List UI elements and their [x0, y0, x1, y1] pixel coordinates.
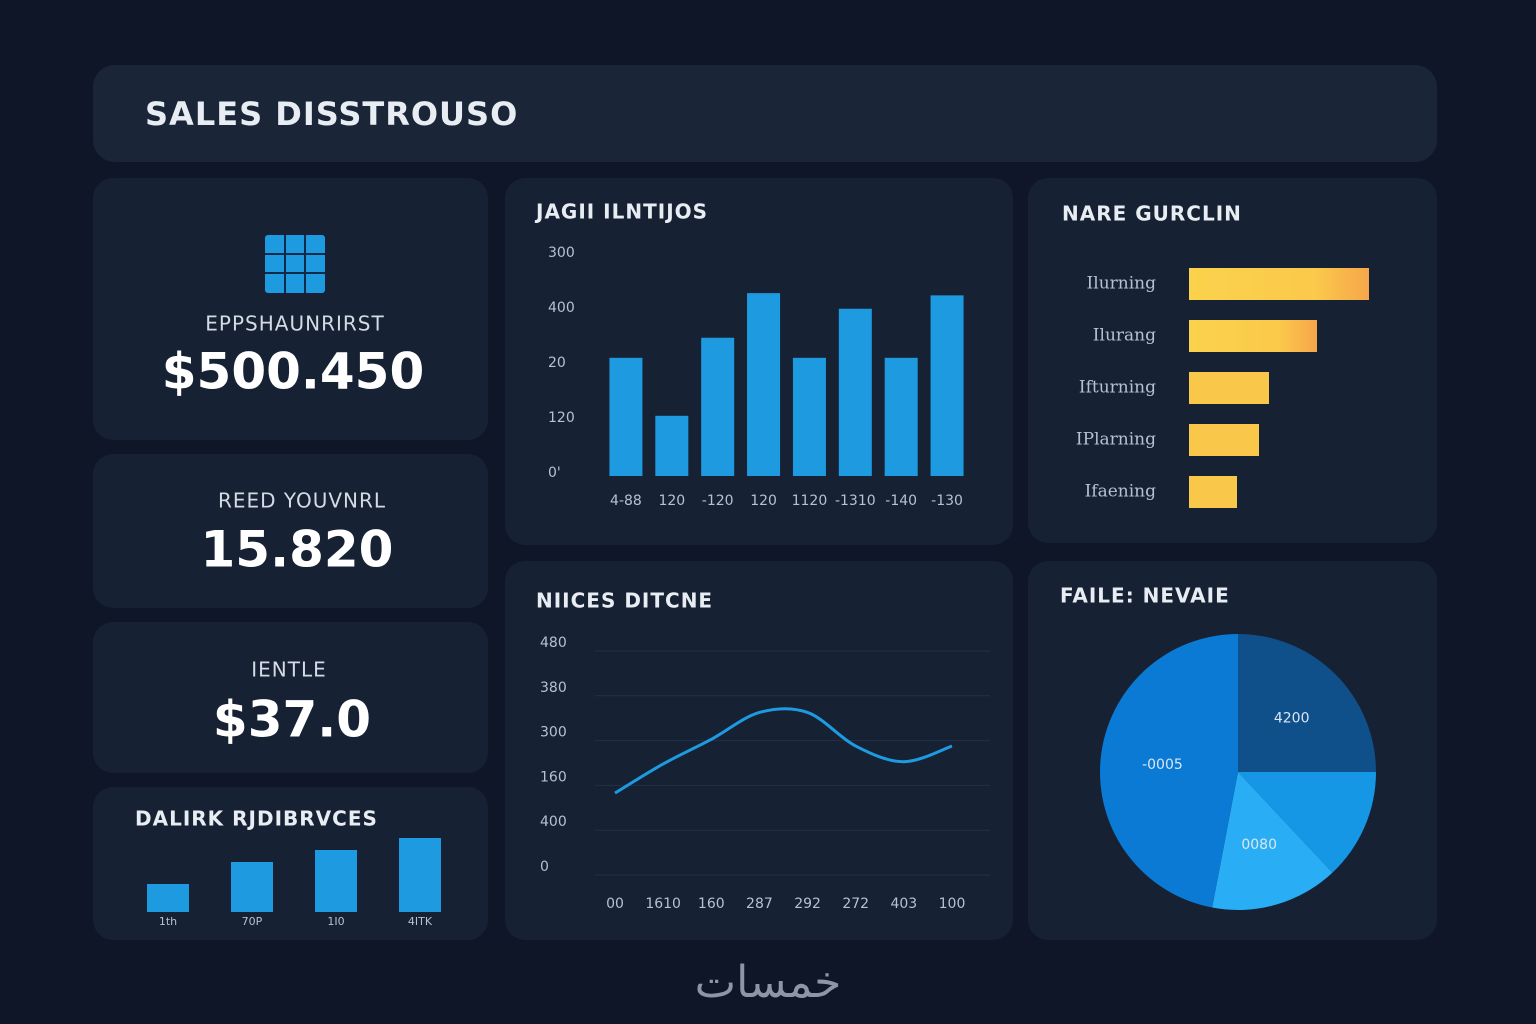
line	[614, 707, 953, 795]
category-label: Ifaening	[1085, 482, 1157, 502]
slice-label: 4200	[1274, 710, 1310, 726]
bar	[1189, 424, 1259, 456]
chart-title: FAILE: NEVAIE	[1060, 584, 1230, 608]
y-axis-label: 0	[540, 859, 549, 875]
kpi-label: EPPSHAUNRIRST	[205, 312, 384, 336]
x-tick-label: 1120	[792, 493, 828, 509]
bar	[399, 838, 441, 912]
bar	[1189, 372, 1269, 404]
bar	[1189, 320, 1317, 352]
x-tick-label: 100	[939, 896, 966, 912]
x-tick-label: 160	[698, 896, 725, 912]
y-axis-label: 400	[540, 814, 567, 830]
chart-title: NARE GURCLIN	[1062, 202, 1242, 226]
y-axis-label: 0'	[548, 465, 561, 481]
kpi-card	[93, 178, 488, 440]
chart-title: NIICES DITCNE	[536, 589, 713, 613]
bar	[1189, 268, 1369, 300]
y-axis-label: 400	[548, 300, 575, 316]
x-tick-label: 272	[842, 896, 869, 912]
y-axis-label: 480	[540, 635, 567, 651]
category-label: Ilurning	[1087, 274, 1157, 294]
x-tick-label: 120	[750, 493, 777, 509]
x-tick-label: 1I0	[327, 915, 344, 928]
chart-card	[93, 787, 488, 940]
bar	[315, 850, 357, 912]
y-axis-label: 160	[540, 769, 567, 785]
chart-title: JAGII ILNTIJOS	[534, 200, 708, 224]
x-tick-label: -140	[885, 493, 917, 509]
kpi-card	[93, 622, 488, 773]
y-axis-label: 300	[540, 725, 567, 741]
category-label: Ifturning	[1079, 378, 1156, 398]
y-axis-label: 20	[548, 355, 566, 371]
y-axis-label: 120	[548, 410, 575, 426]
x-tick-label: 287	[746, 896, 773, 912]
x-tick-label: -120	[702, 493, 734, 509]
pie-slice	[1238, 634, 1376, 772]
bar	[747, 293, 781, 476]
bar	[792, 357, 826, 476]
x-tick-label: 403	[890, 896, 917, 912]
x-tick-label: 1th	[159, 915, 177, 928]
pie-slice	[1238, 772, 1376, 873]
pie-slice	[1099, 634, 1238, 908]
watermark: خمسات	[695, 957, 842, 1008]
y-axis-label: 300	[548, 245, 575, 261]
pie-slice	[1212, 772, 1333, 911]
x-tick-label: -1310	[835, 493, 876, 509]
y-axis-label: 380	[540, 680, 567, 696]
bar	[231, 862, 273, 912]
grid-icon	[265, 235, 325, 293]
slice-label: 0080	[1241, 837, 1277, 853]
category-label: Ilurang	[1093, 326, 1156, 346]
bar	[701, 337, 735, 476]
header-title: SALES DISSTROUSO	[145, 95, 518, 133]
x-tick-label: 70P	[242, 915, 263, 928]
category-label: IPlarning	[1076, 430, 1156, 450]
kpi-label: REED YOUVNRL	[218, 489, 386, 513]
kpi-label: IENTLE	[251, 658, 327, 682]
bar	[147, 884, 189, 912]
kpi-card	[93, 454, 488, 608]
bar	[884, 357, 918, 476]
slice-label: -0005	[1142, 757, 1183, 773]
kpi-value: $500.450	[162, 343, 425, 401]
x-tick-label: 292	[794, 896, 821, 912]
x-tick-label: 120	[658, 493, 685, 509]
chart-card	[505, 561, 1013, 940]
chart-title: DALIRK RJDIBRVCES	[135, 807, 378, 831]
kpi-value: $37.0	[213, 691, 371, 749]
x-tick-label: 00	[606, 896, 624, 912]
header-bar	[93, 65, 1437, 162]
bar	[838, 308, 872, 476]
kpi-value: 15.820	[201, 521, 394, 579]
x-tick-label: 4ITK	[408, 915, 433, 928]
bar	[930, 295, 964, 476]
bar	[1189, 476, 1237, 508]
x-tick-label: -130	[931, 493, 963, 509]
bar	[609, 357, 643, 476]
x-tick-label: 4-88	[610, 493, 642, 509]
x-tick-label: 1610	[645, 896, 681, 912]
bar	[655, 415, 689, 476]
